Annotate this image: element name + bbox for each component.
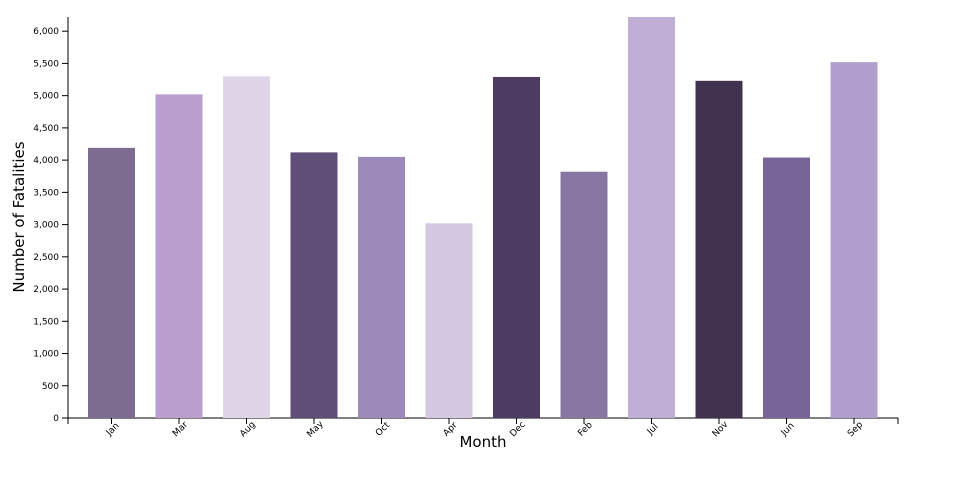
x-tick-label: Jun xyxy=(779,421,797,439)
y-tick-label: 2,500 xyxy=(33,253,59,263)
y-tick-label: 500 xyxy=(42,382,59,392)
x-tick-label: Oct xyxy=(374,420,392,438)
x-tick-label: Jan xyxy=(104,421,122,439)
y-axis-label: Number of Fatalities xyxy=(10,141,28,292)
x-tick-label: Aug xyxy=(238,420,258,440)
x-tick-label: Feb xyxy=(576,420,595,439)
x-tick-label: Mar xyxy=(171,420,190,439)
y-tick-label: 4,000 xyxy=(33,156,59,166)
y-tick-label: 5,000 xyxy=(33,92,59,102)
y-tick-label: 3,500 xyxy=(33,188,59,198)
bar xyxy=(223,76,270,419)
x-tick-label: Nov xyxy=(711,419,731,439)
x-tick-label: Apr xyxy=(442,420,460,438)
bar xyxy=(695,80,743,418)
x-axis-label: Month xyxy=(459,433,506,451)
bar xyxy=(493,76,540,418)
y-tick-label: 1,500 xyxy=(33,317,59,327)
bar xyxy=(560,171,608,418)
bar xyxy=(290,152,338,418)
y-tick-label: 3,000 xyxy=(33,221,59,231)
y-tick-label: 4,500 xyxy=(33,124,59,134)
x-tick-label: May xyxy=(305,419,326,440)
y-tick-label: 6,000 xyxy=(33,27,59,37)
x-tick-label: Sep xyxy=(846,420,865,439)
bar xyxy=(830,62,878,419)
bar xyxy=(155,94,203,418)
bar xyxy=(425,223,473,418)
bar xyxy=(763,157,810,419)
y-tick-label: 1,000 xyxy=(33,350,59,360)
y-tick-label: 5,500 xyxy=(33,59,59,69)
y-tick-label: 0 xyxy=(53,414,59,424)
bar xyxy=(358,156,405,418)
y-tick-label: 2,000 xyxy=(33,285,59,295)
bar xyxy=(628,17,675,418)
x-tick-label: Dec xyxy=(508,420,527,439)
bar xyxy=(88,147,135,418)
x-tick-label: Jul xyxy=(645,422,660,437)
